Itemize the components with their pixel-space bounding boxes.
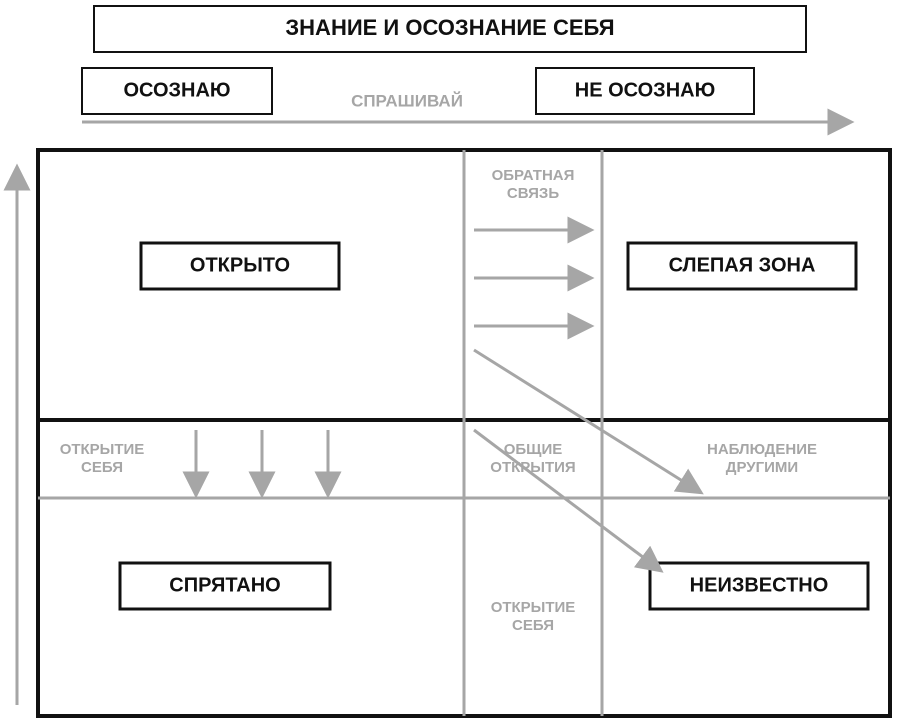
- unknown-label: НЕИЗВЕСТНО: [690, 574, 829, 596]
- blind-label: СЛЕПАЯ ЗОНА: [669, 254, 816, 276]
- self-open-bottom-label: ОТКРЫТИЕСЕБЯ: [491, 599, 576, 634]
- observed-label: НАБЛЮДЕНИЕДРУГИМИ: [707, 441, 817, 476]
- shared-label: ОБЩИЕОТКРЫТИЯ: [490, 441, 575, 476]
- johari-diagram: ЗНАНИЕ И ОСОЗНАНИЕ СЕБЯ ОСОЗНАЮ НЕ ОСОЗН…: [0, 0, 900, 723]
- ask-label: СПРАШИВАЙ: [351, 91, 463, 110]
- feedback-arrows: [474, 230, 590, 326]
- open-label: ОТКРЫТО: [190, 254, 290, 276]
- selfopen-arrows: [196, 430, 328, 494]
- hidden-label: СПРЯТАНО: [169, 574, 280, 596]
- unaware-label: НЕ ОСОЗНАЮ: [575, 79, 715, 101]
- self-open-left-label: ОТКРЫТИЕСЕБЯ: [60, 441, 145, 476]
- aware-label: ОСОЗНАЮ: [123, 79, 230, 101]
- feedback-label: ОБРАТНАЯСВЯЗЬ: [492, 167, 575, 202]
- title-text: ЗНАНИЕ И ОСОЗНАНИЕ СЕБЯ: [285, 15, 614, 40]
